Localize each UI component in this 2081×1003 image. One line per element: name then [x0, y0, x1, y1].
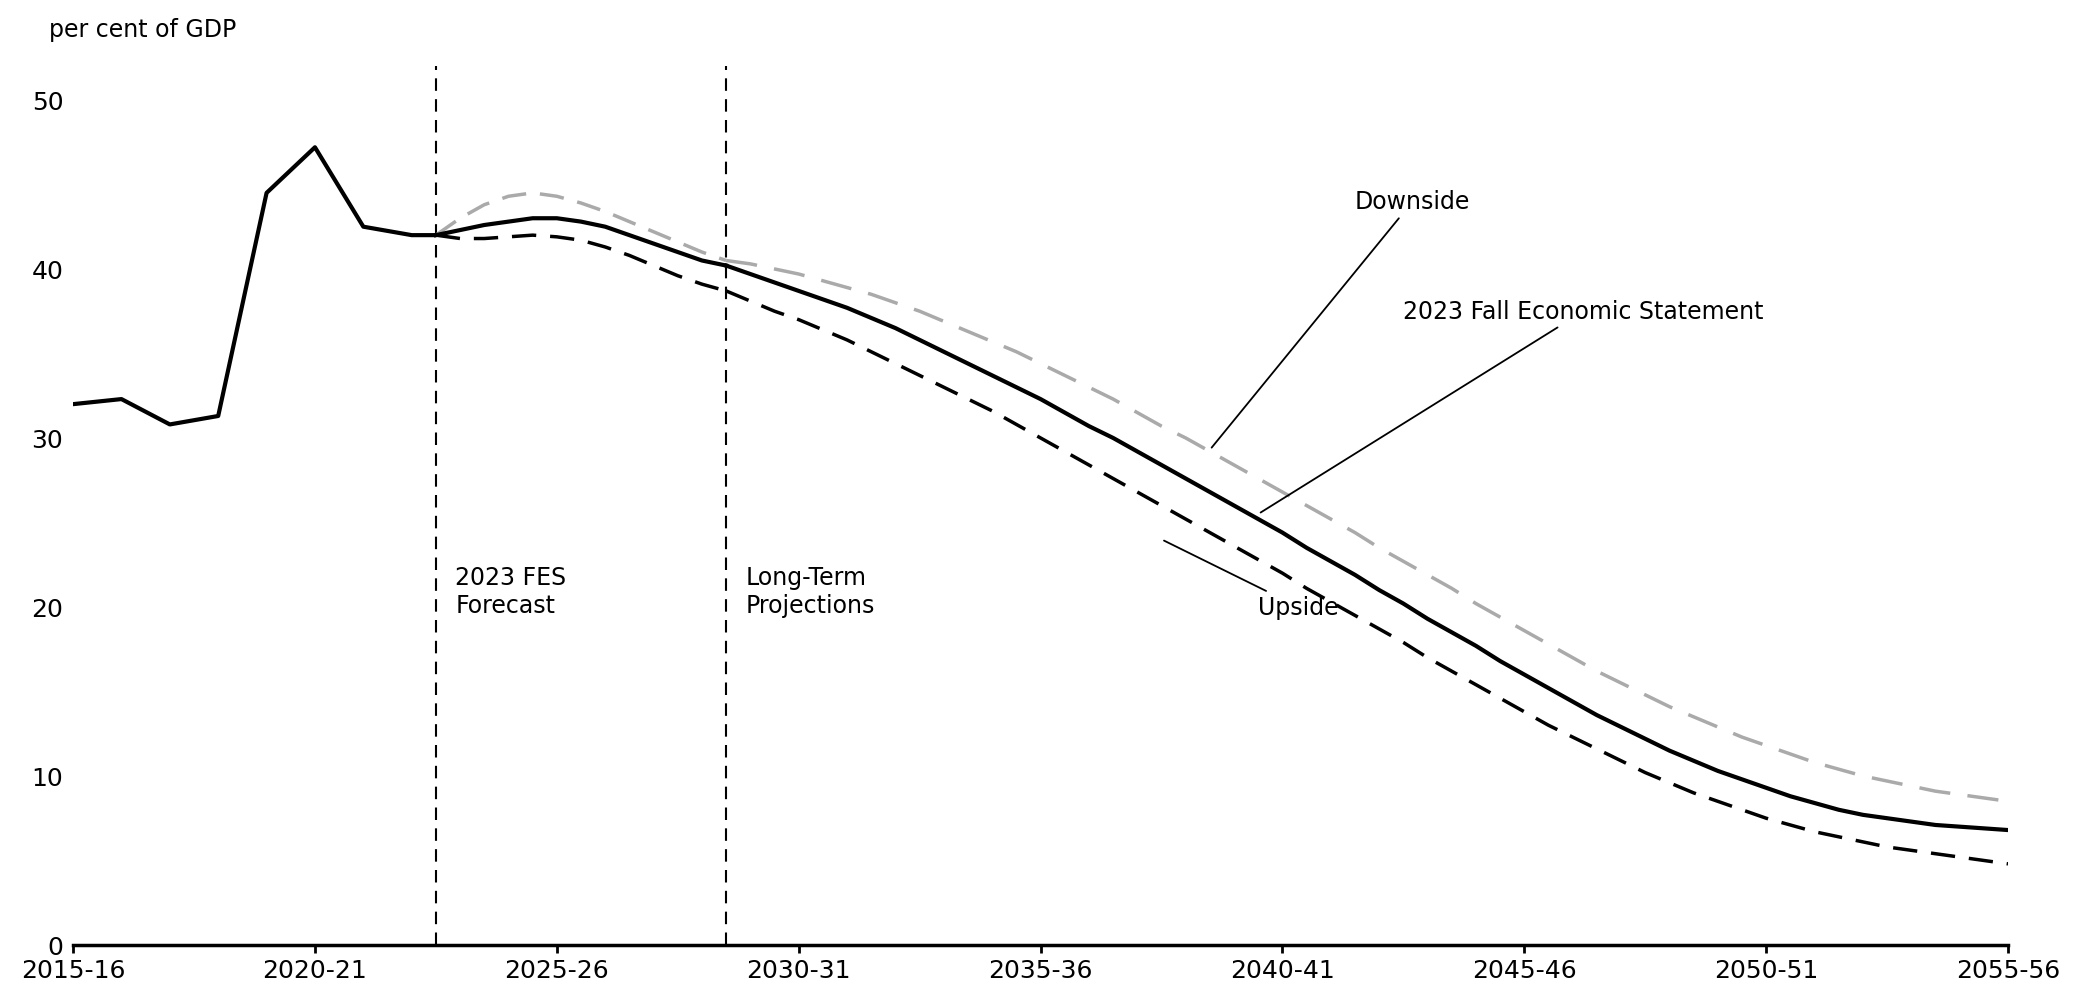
- Text: 2023 FES
Forecast: 2023 FES Forecast: [456, 565, 566, 617]
- Text: Long-Term
Projections: Long-Term Projections: [745, 565, 874, 617]
- Text: per cent of GDP: per cent of GDP: [48, 18, 235, 42]
- Text: 2023 Fall Economic Statement: 2023 Fall Economic Statement: [1261, 300, 1765, 513]
- Text: Downside: Downside: [1211, 191, 1471, 448]
- Text: Upside: Upside: [1163, 541, 1338, 619]
